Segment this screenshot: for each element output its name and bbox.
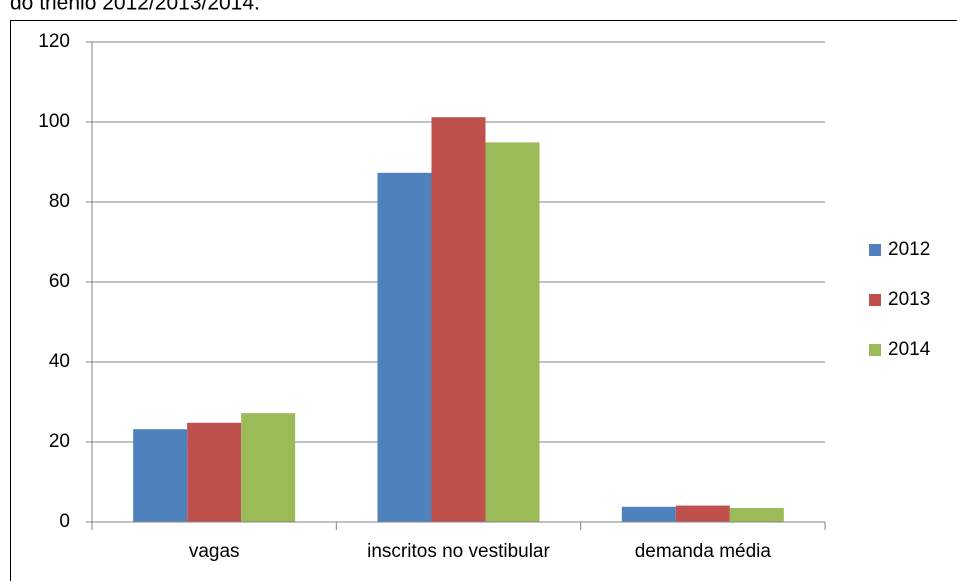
- bar: [187, 422, 242, 522]
- y-tick-label: 20: [49, 431, 70, 452]
- chart-border: [10, 20, 957, 581]
- y-tick-label: 60: [49, 271, 70, 292]
- bar: [729, 508, 784, 522]
- legend-swatch: [869, 294, 881, 306]
- bar: [377, 172, 432, 523]
- caption: do triênio 2012/2013/2014.: [10, 0, 260, 15]
- legend-label: 2013: [888, 289, 930, 310]
- bar: [133, 429, 188, 522]
- bar: [485, 142, 540, 522]
- y-tick-label: 40: [49, 351, 70, 372]
- y-tick-label: 0: [59, 511, 70, 532]
- bar: [241, 413, 296, 522]
- legend-label: 2012: [888, 239, 930, 260]
- x-tick-label: inscritos no vestibular: [367, 541, 550, 562]
- bar: [621, 506, 676, 522]
- legend-swatch: [869, 244, 881, 256]
- legend-label: 2014: [888, 339, 931, 360]
- bar: [675, 505, 730, 522]
- y-tick-label: 120: [38, 31, 70, 52]
- y-tick-label: 100: [38, 111, 70, 132]
- bar: [431, 117, 486, 522]
- x-tick-label: vagas: [189, 541, 240, 562]
- y-tick-label: 80: [49, 191, 70, 212]
- legend-swatch: [869, 344, 881, 356]
- x-tick-label: demanda média: [635, 541, 772, 562]
